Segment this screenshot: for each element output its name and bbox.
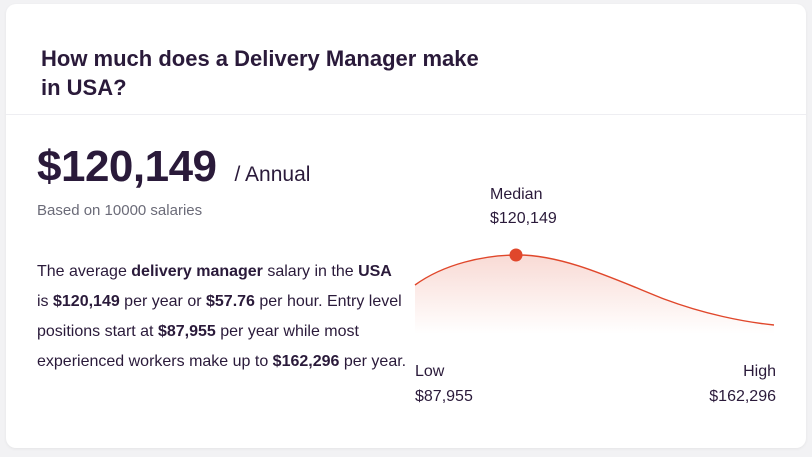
hourly-rate-highlight: $57.76 — [206, 293, 255, 310]
entry-level-highlight: $87,955 — [157, 323, 216, 340]
distribution-area — [415, 255, 774, 334]
salary-row: $120,149 / Annual — [37, 142, 310, 192]
job-title-highlight: delivery manager — [131, 263, 263, 280]
distribution-curve — [414, 254, 775, 326]
salary-count-note: Based on 10000 salaries — [37, 202, 203, 219]
description-text: salary in the — [262, 263, 359, 280]
card-title: How much does a Delivery Manager make in… — [41, 46, 479, 100]
salary-distribution-chart: Median $120,149 Low $87,955 High $162,29… — [414, 182, 776, 414]
description-text: per year or — [119, 293, 206, 310]
salary-description: The average delivery manager salary in t… — [37, 257, 407, 377]
card-header: How much does a Delivery Manager make in… — [6, 4, 806, 115]
location-highlight: USA — [358, 263, 392, 280]
median-label: Median — [490, 186, 543, 203]
distribution-curve-svg — [414, 248, 775, 334]
median-marker — [509, 248, 523, 262]
description-text: per hour. Entry level positions start at — [37, 293, 402, 340]
salary-period: / Annual — [234, 163, 311, 186]
description-text: The average — [37, 263, 132, 280]
annual-salary-highlight: $120,149 — [53, 293, 120, 310]
low-value: $87,955 — [415, 388, 473, 405]
top-salary-highlight: $162,296 — [272, 353, 340, 370]
description-text: is — [37, 293, 53, 310]
median-value: $120,149 — [490, 210, 557, 227]
description-text: per year while most experienced workers … — [37, 323, 359, 370]
high-value: $162,296 — [709, 388, 776, 405]
high-label: High — [743, 363, 776, 380]
description-text: per year. — [339, 353, 407, 370]
salary-amount: $120,149 — [37, 142, 217, 191]
low-label: Low — [415, 363, 445, 380]
salary-card: How much does a Delivery Manager make in… — [6, 4, 806, 448]
